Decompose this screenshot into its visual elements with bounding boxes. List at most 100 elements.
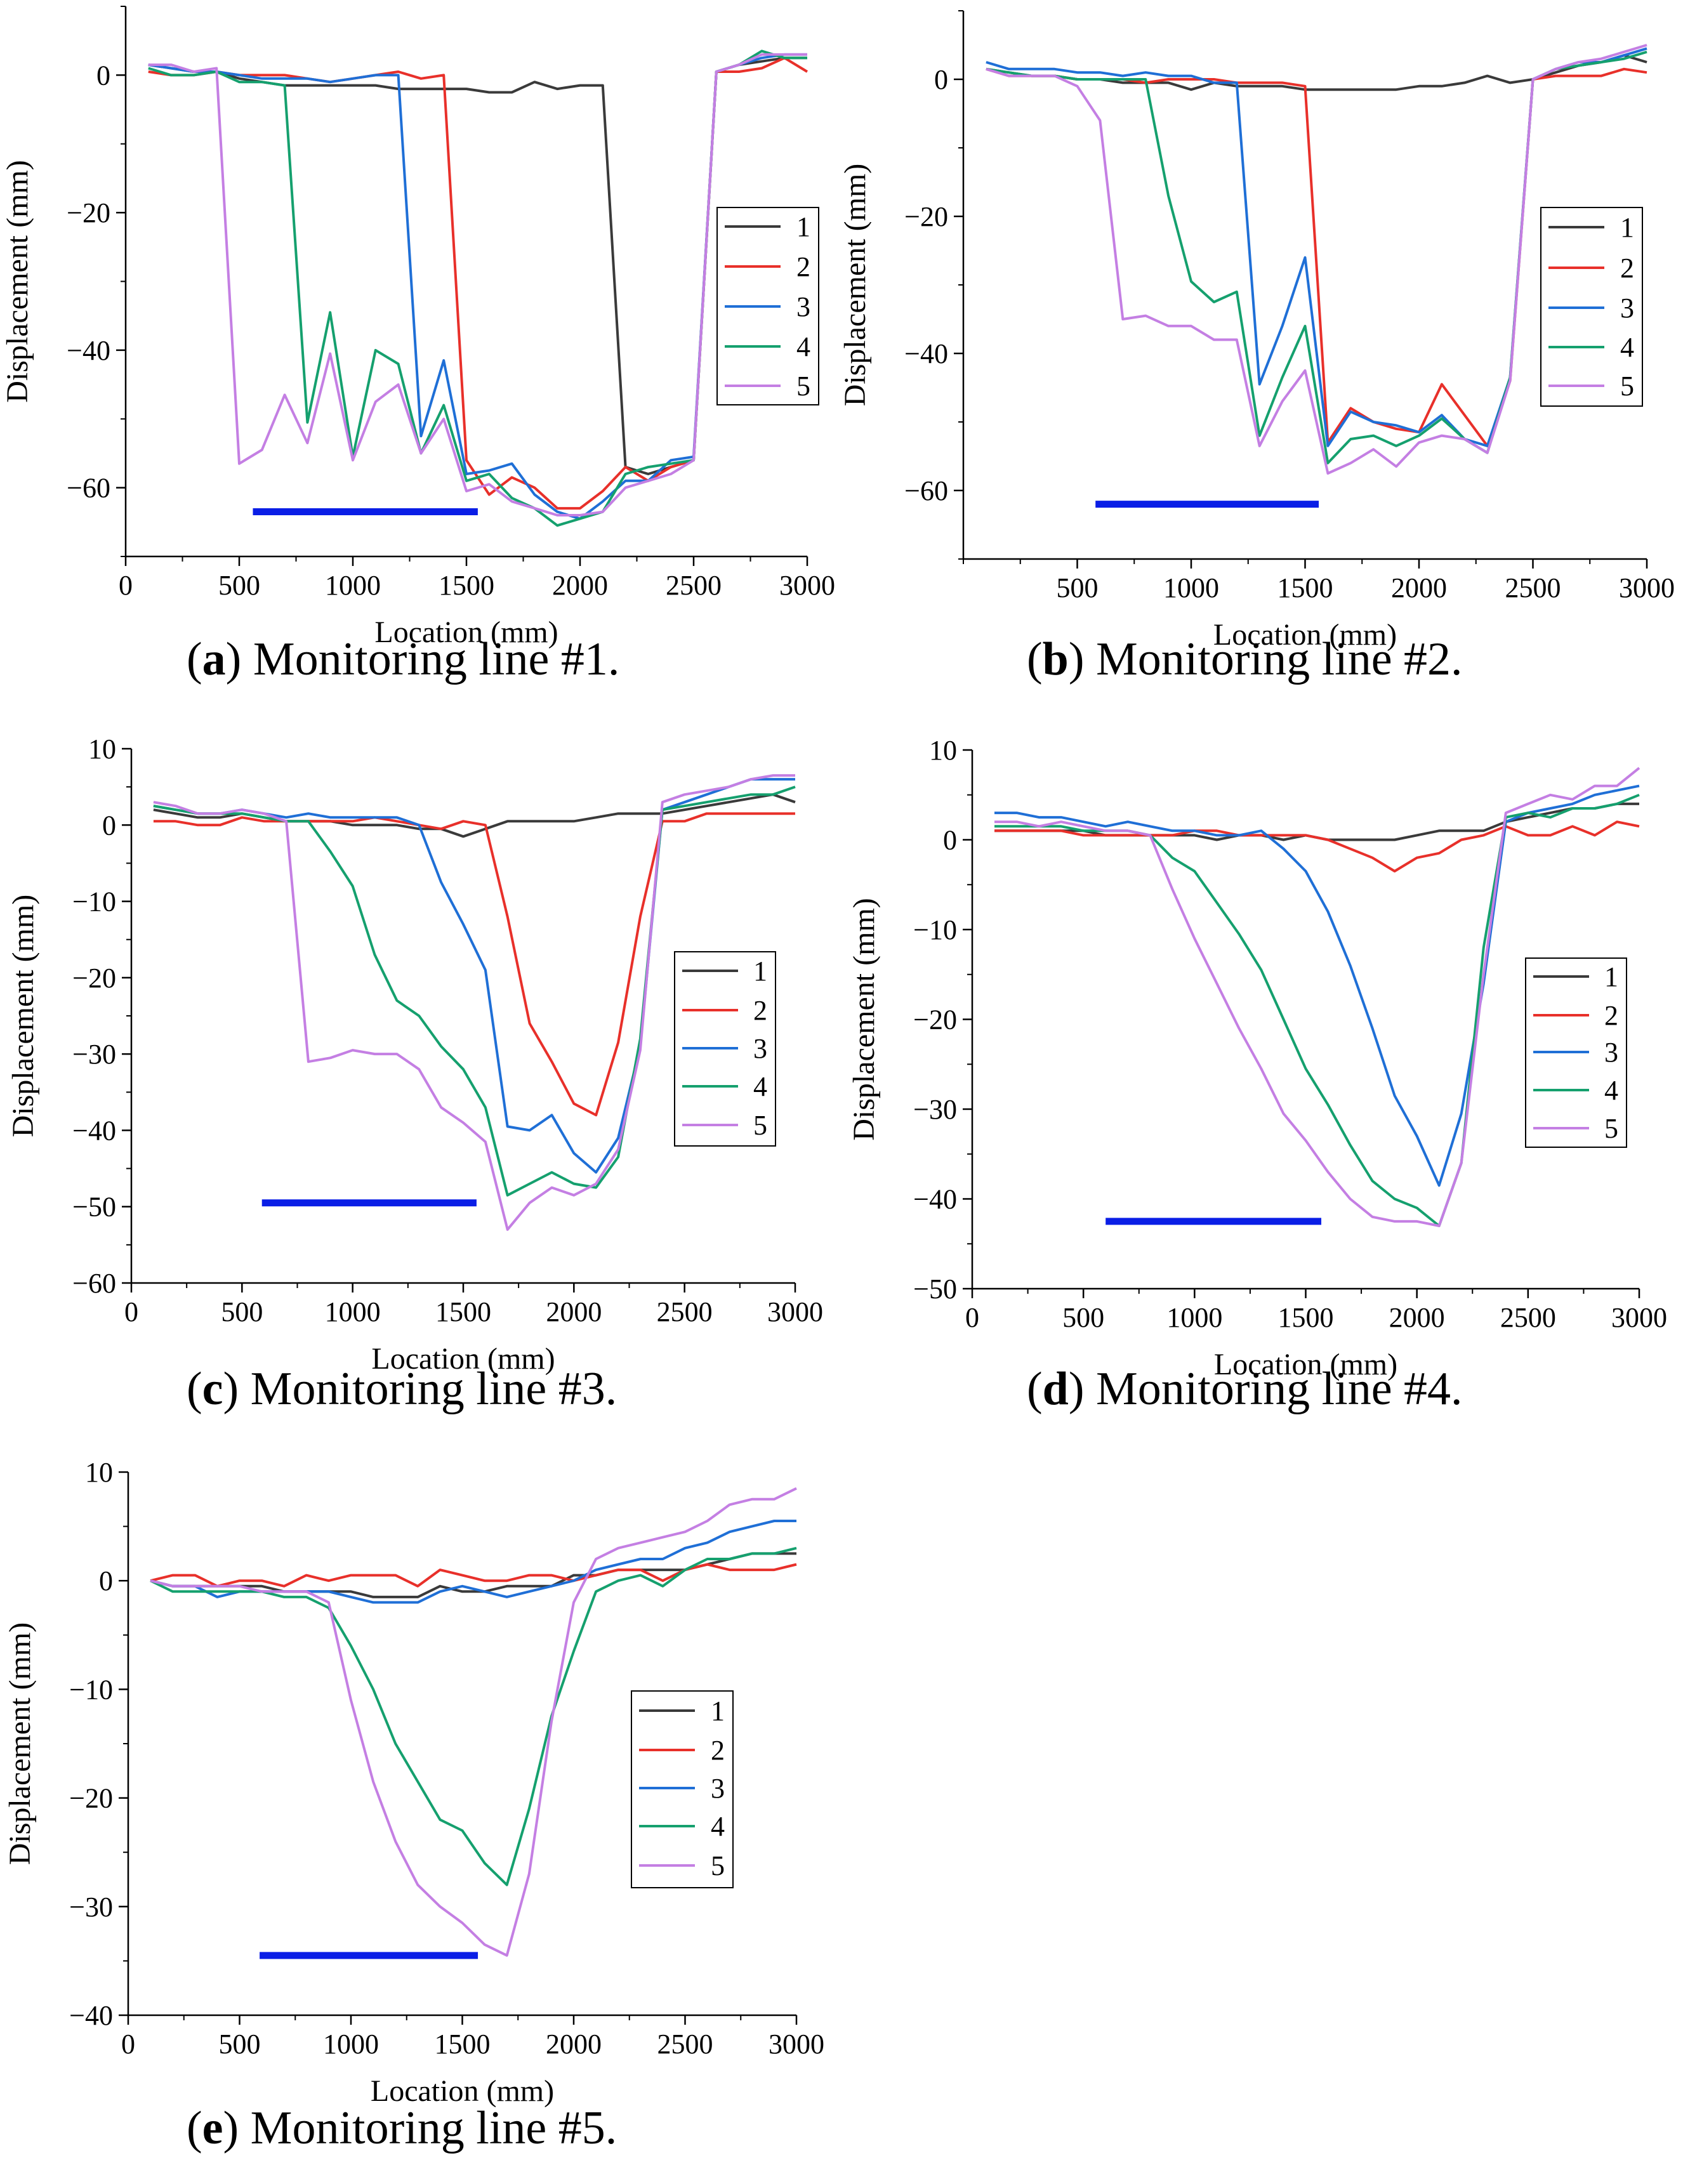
y-tick-label: −50 [913, 1273, 957, 1305]
y-axis-label: Displacement (mm) [838, 164, 872, 407]
legend-label-1: 1 [753, 956, 767, 987]
legend-label-5: 5 [1620, 371, 1634, 402]
series-line-2 [153, 812, 795, 1117]
caption-letter: e [202, 2102, 223, 2154]
x-tick-label: 1000 [1166, 1302, 1222, 1333]
series-line-5 [994, 766, 1640, 1227]
x-tick-label: 500 [1062, 1302, 1104, 1333]
panel-caption: (d) Monitoring line #4. [1027, 1363, 1463, 1415]
x-tick-label: 1000 [325, 1296, 381, 1327]
legend-label-1: 1 [1604, 961, 1618, 992]
y-axis-label: Displacement (mm) [1, 160, 34, 403]
x-tick-label: 3000 [1611, 1302, 1667, 1333]
x-tick-label: 2500 [1505, 572, 1561, 603]
x-tick-label: 1500 [1277, 572, 1333, 603]
x-tick-label: 1500 [439, 570, 494, 601]
legend-label-2: 2 [796, 251, 810, 282]
chart-panel-b: 500 1000 1500 2000 2500 3000 −60 −40 −20 0 Locatio… [838, 10, 1675, 652]
x-tick-label: 2000 [1391, 572, 1447, 603]
legend-label-2: 2 [1620, 253, 1634, 284]
caption-text: Monitoring line #2. [1095, 633, 1463, 685]
legend-label-2: 2 [711, 1735, 725, 1766]
x-tick-label: 1500 [435, 2029, 491, 2060]
caption-letter: d [1042, 1363, 1069, 1415]
x-tick-label: 1000 [325, 570, 381, 601]
legend-label-2: 2 [753, 995, 767, 1026]
caption-text: Monitoring line #1. [253, 633, 620, 685]
legend-label-4: 4 [753, 1071, 767, 1102]
caption-letter: a [202, 633, 226, 685]
y-tick-label: −40 [904, 338, 948, 369]
legend-label-5: 5 [796, 371, 810, 402]
legend-label-4: 4 [1620, 332, 1634, 363]
x-tick-label: 500 [218, 570, 260, 601]
x-tick-label: 1500 [435, 1296, 491, 1327]
legend-label-3: 3 [796, 291, 810, 322]
x-tick-label: 3000 [769, 2029, 824, 2060]
legend-label-3: 3 [1604, 1037, 1618, 1068]
legend-label-3: 3 [711, 1773, 725, 1804]
series-line-2 [994, 820, 1640, 872]
y-tick-label: −50 [72, 1192, 116, 1223]
series-line-5 [148, 53, 807, 516]
chart-panel-a: 0 500 1000 1500 2000 2500 3000 −60 −40 −20 0 Locati… [1, 6, 835, 649]
x-axis-label: Location (mm) [374, 615, 558, 649]
y-tick-label: 10 [88, 733, 116, 765]
x-tick-label: 2500 [657, 2029, 713, 2060]
y-tick-label: −30 [913, 1094, 957, 1125]
x-tick-label: 2500 [666, 570, 722, 601]
x-tick-label: 3000 [767, 1296, 823, 1327]
legend-label-5: 5 [753, 1110, 767, 1141]
y-tick-label: −60 [904, 475, 948, 506]
series-line-4 [148, 49, 807, 527]
legend-label-1: 1 [1620, 212, 1634, 243]
y-tick-label: 0 [943, 825, 957, 856]
legend-label-5: 5 [1604, 1113, 1618, 1144]
legend-label-1: 1 [796, 211, 810, 242]
x-tick-label: 0 [965, 1302, 979, 1333]
y-tick-label: 0 [934, 64, 948, 95]
chart-panel-c: 0 500 1000 1500 2000 2500 3000 −60 −50 −40 −30 −20 −… [6, 733, 823, 1376]
x-tick-label: 1000 [323, 2029, 379, 2060]
x-tick-label: 500 [219, 2029, 261, 2060]
y-tick-label: −30 [69, 1891, 113, 1923]
x-tick-label: 0 [121, 2029, 135, 2060]
y-axis-label: Displacement (mm) [3, 1622, 37, 1865]
series-line-2 [148, 56, 808, 510]
legend-label-4: 4 [711, 1811, 725, 1842]
y-tick-label: −60 [67, 473, 110, 504]
caption-text: Monitoring line #3. [250, 1363, 617, 1415]
y-tick-label: 10 [85, 1457, 113, 1488]
y-tick-label: −40 [69, 2000, 113, 2031]
y-tick-label: −20 [913, 1004, 957, 1036]
series-line-4 [153, 786, 796, 1197]
x-tick-label: 500 [221, 1296, 263, 1327]
x-axis-label: Location (mm) [371, 1342, 555, 1376]
panel-caption: (b) Monitoring line #2. [1027, 633, 1463, 685]
caption-text: Monitoring line #4. [1095, 1363, 1463, 1415]
x-tick-label: 2000 [546, 2029, 602, 2060]
series-line-5 [986, 44, 1647, 475]
legend-label-4: 4 [796, 331, 810, 362]
y-tick-label: −20 [67, 197, 110, 228]
x-axis-label: Location (mm) [1213, 618, 1397, 652]
y-tick-label: −40 [913, 1184, 957, 1215]
x-tick-label: 500 [1057, 572, 1099, 603]
series-line-3 [994, 784, 1640, 1187]
chart-panel-d: 0 500 1000 1500 2000 2500 3000 −50 −40 −30 −20 −10 0… [847, 735, 1667, 1381]
series-line-5 [150, 1487, 797, 1957]
legend-label-3: 3 [1620, 293, 1634, 324]
legend-label-3: 3 [753, 1033, 767, 1064]
y-tick-label: −20 [69, 1783, 113, 1814]
legend-label-1: 1 [711, 1695, 725, 1727]
x-tick-label: 1000 [1163, 572, 1219, 603]
x-tick-label: 3000 [1619, 572, 1675, 603]
y-tick-label: −10 [913, 914, 957, 945]
legend-label-5: 5 [711, 1850, 725, 1881]
x-tick-label: 2000 [546, 1296, 602, 1327]
x-tick-label: 0 [119, 570, 133, 601]
caption-letter: c [202, 1363, 223, 1415]
series-line-2 [150, 1563, 797, 1588]
x-tick-label: 2500 [657, 1296, 713, 1327]
